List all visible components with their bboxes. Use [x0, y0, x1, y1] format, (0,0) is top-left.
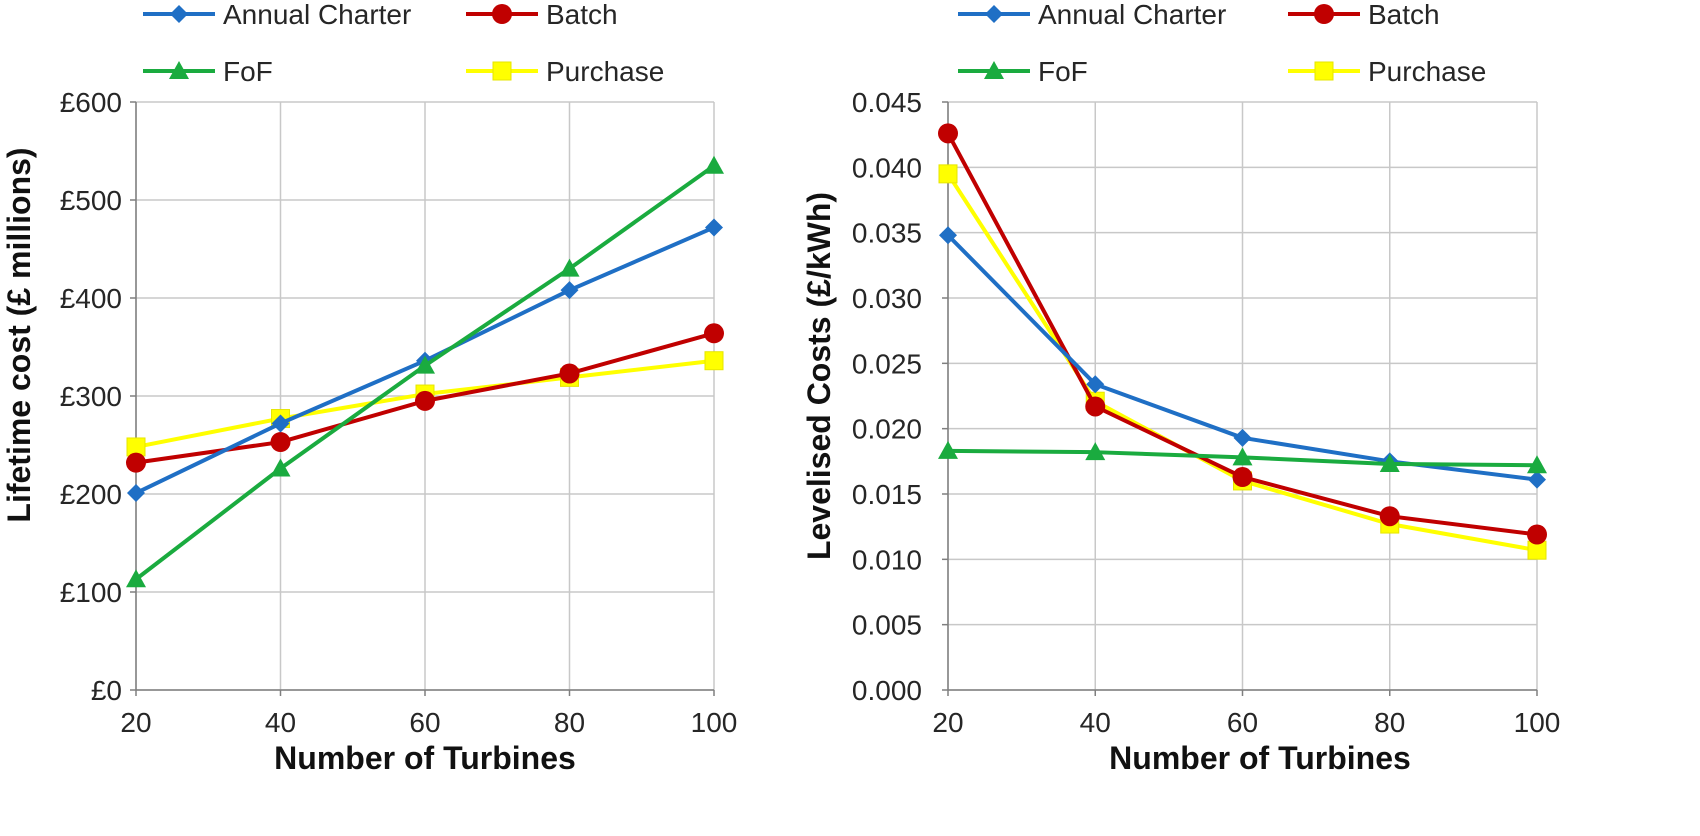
data-point-purchase: [938, 164, 958, 184]
chart-2: 0.000 0.005 0.010 0.015 0.020 0.025 0.030 0.035…: [801, 0, 1560, 776]
y-axis-title: Lifetime cost (£ millions): [1, 147, 37, 522]
y-tick-label: £100: [60, 577, 122, 608]
data-point-annual-charter: [1233, 428, 1252, 447]
legend-item-batch: Batch: [466, 0, 618, 30]
data-point-fof: [559, 258, 580, 277]
x-tick-label: 40: [1080, 707, 1111, 738]
y-tick-label: 0.005: [852, 610, 922, 641]
legend-label: FoF: [1038, 56, 1088, 87]
y-tick-label: £200: [60, 479, 122, 510]
x-tick-label: 40: [265, 707, 296, 738]
series-batch: [938, 123, 1547, 545]
legend-marker: [492, 61, 512, 81]
data-point-batch: [415, 390, 435, 411]
legend-item-batch: Batch: [1288, 0, 1440, 30]
data-point-batch: [1232, 467, 1253, 488]
legend-item-fof: FoF: [143, 56, 273, 87]
legend-label: Annual Charter: [223, 0, 411, 30]
y-tick-label: 0.020: [852, 414, 922, 445]
data-point-batch: [559, 363, 580, 384]
y-tick-label: 0.010: [852, 544, 922, 575]
data-point-batch: [1527, 524, 1547, 545]
legend-label: Purchase: [1368, 56, 1486, 87]
data-point-batch: [938, 123, 958, 144]
x-tick-label: 100: [1514, 707, 1561, 738]
data-point-annual-charter: [1086, 375, 1105, 394]
legend-label: Annual Charter: [1038, 0, 1226, 30]
legend-item-annual-charter: Annual Charter: [143, 0, 411, 30]
legend-marker: [170, 5, 188, 23]
legend-item-purchase: Purchase: [1288, 56, 1486, 87]
legend-label: FoF: [223, 56, 273, 87]
series-fof: [126, 155, 724, 588]
legend-item-purchase: Purchase: [466, 56, 664, 87]
data-point-batch: [126, 452, 146, 473]
legend-marker: [984, 61, 1004, 79]
legend-marker: [1314, 4, 1334, 24]
y-tick-label: 0.040: [852, 152, 922, 183]
gridlines: [135, 101, 715, 691]
y-tick-label: £500: [60, 185, 122, 216]
y-tick-label: £0: [91, 675, 122, 706]
series-annual-charter: [939, 226, 1546, 489]
legend: Annual Charter Batch FoF Purchase: [958, 0, 1486, 87]
data-point-batch: [704, 323, 724, 344]
series-fof: [938, 440, 1547, 474]
data-point-fof: [1085, 442, 1106, 461]
y-tick-label: 0.015: [852, 479, 922, 510]
legend-item-fof: FoF: [958, 56, 1088, 87]
legend-item-annual-charter: Annual Charter: [958, 0, 1226, 30]
legend-label: Purchase: [546, 56, 664, 87]
x-tick-label: 60: [409, 707, 440, 738]
data-point-batch: [1085, 396, 1106, 417]
data-point-batch: [270, 432, 291, 453]
x-tick-label: 80: [554, 707, 585, 738]
data-point-annual-charter: [560, 281, 579, 300]
y-tick-label: 0.000: [852, 675, 922, 706]
legend-marker: [492, 4, 512, 24]
y-axis-title: Levelised Costs (£/kWh): [801, 192, 837, 560]
legend-marker: [985, 5, 1003, 23]
legend: Annual Charter Batch FoF Purchase: [143, 0, 664, 87]
data-point-fof: [1379, 453, 1400, 472]
legend-label: Batch: [1368, 0, 1440, 30]
x-tick-label: 60: [1227, 707, 1258, 738]
y-tick-label: 0.035: [852, 218, 922, 249]
data-point-batch: [1379, 506, 1400, 527]
data-point-fof: [1232, 447, 1253, 466]
y-tick-label: 0.030: [852, 283, 922, 314]
y-tick-label: 0.025: [852, 348, 922, 379]
y-tick-label: £400: [60, 283, 122, 314]
legend-label: Batch: [546, 0, 618, 30]
y-tick-label: £300: [60, 381, 122, 412]
data-point-fof: [270, 458, 291, 477]
y-tick-label: £600: [60, 87, 122, 118]
gridlines: [947, 101, 1538, 691]
x-tick-label: 100: [691, 707, 738, 738]
data-point-fof: [1527, 455, 1547, 474]
data-point-fof: [126, 569, 146, 588]
data-point-fof: [415, 355, 435, 374]
data-point-annual-charter: [705, 218, 723, 237]
data-point-annual-charter: [271, 414, 290, 433]
data-point-purchase: [704, 351, 724, 371]
y-tick-label: 0.045: [852, 87, 922, 118]
x-axis-title: Number of Turbines: [1109, 740, 1411, 776]
legend-marker: [1314, 61, 1334, 81]
x-tick-label: 20: [932, 707, 963, 738]
x-tick-label: 80: [1374, 707, 1405, 738]
data-point-annual-charter: [1528, 470, 1546, 489]
legend-marker: [169, 61, 189, 79]
x-axis-title: Number of Turbines: [274, 740, 576, 776]
data-point-annual-charter: [127, 484, 145, 503]
data-point-fof: [938, 440, 958, 459]
chart-1: £0 £100 £200 £300 £400 £500 £600 20 40 60 80 100 Num…: [1, 0, 737, 776]
data-point-annual-charter: [939, 226, 957, 245]
series-batch: [126, 323, 724, 473]
data-point-fof: [704, 155, 724, 174]
x-tick-label: 20: [120, 707, 151, 738]
